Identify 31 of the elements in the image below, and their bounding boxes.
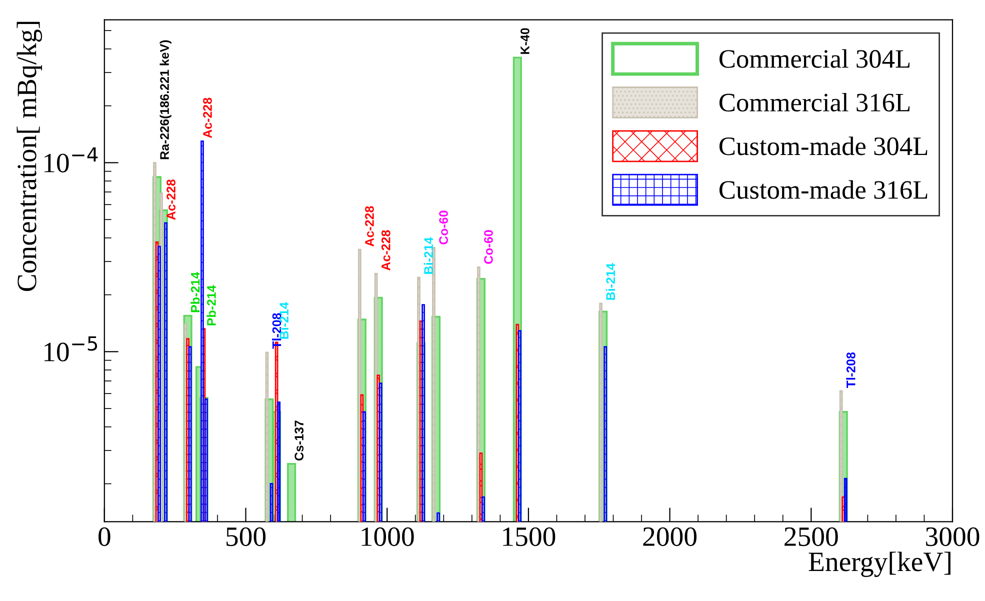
annotation: Bi-214 xyxy=(606,263,615,300)
annotation: Ac-228 xyxy=(203,98,212,138)
legend-label: Commercial 304L xyxy=(719,49,910,68)
annotation: Ra-226(186.221 keV) xyxy=(160,40,172,160)
annotation: Co-60 xyxy=(484,230,493,264)
annotation: Bi-214 xyxy=(279,302,288,339)
y-axis-title: Concentration[ mBq/kg] xyxy=(16,22,42,292)
annotation: Pb-214 xyxy=(206,285,216,326)
x-axis-title: Energy[keV] xyxy=(808,552,950,577)
y-tick-label: 10$^{−4}$ xyxy=(44,147,98,172)
legend-label: Custom-made 304L xyxy=(719,136,928,156)
x-tick-label: 500 xyxy=(226,527,266,546)
x-tick-label: 2000 xyxy=(643,527,697,546)
annotation: Ac-228 xyxy=(365,206,374,246)
x-tick-label: 2500 xyxy=(784,527,838,546)
x-tick-label: 1500 xyxy=(503,527,556,546)
annotation: Co-60 xyxy=(439,210,448,244)
x-tick-label: 0 xyxy=(98,527,110,546)
annotation: Ac-228 xyxy=(381,230,390,270)
legend-label: Custom-made 316L xyxy=(719,180,928,199)
annotation: K-40 xyxy=(520,28,530,54)
annotation: Bi-214 xyxy=(424,237,433,274)
annotation: Ac-228 xyxy=(166,180,176,220)
annotation: Tl-208 xyxy=(272,313,282,349)
legend-label: Commercial 316L xyxy=(719,92,910,112)
x-tick-label: 1000 xyxy=(362,527,414,546)
y-tick-label: 10$^{−5}$ xyxy=(44,336,98,362)
annotation: Pb-214 xyxy=(190,272,200,312)
annotation: Cs-137 xyxy=(294,420,304,461)
x-tick-label: 3000 xyxy=(926,527,980,546)
annotation: Tl-208 xyxy=(846,352,856,388)
